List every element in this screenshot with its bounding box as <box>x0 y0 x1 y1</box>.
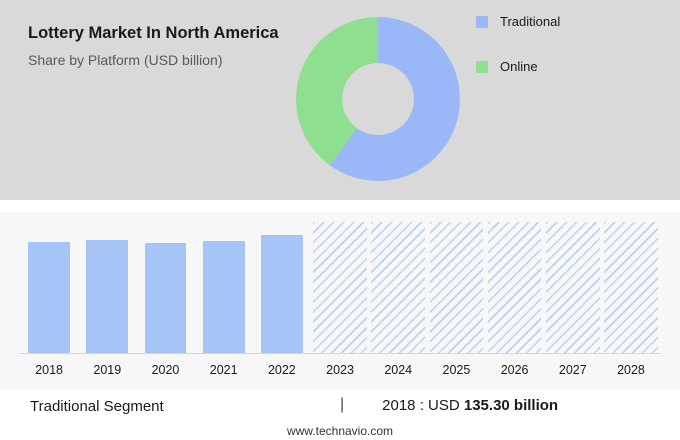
footer: Traditional Segment | 2018 : USD 135.30 … <box>0 390 680 440</box>
legend-label: Traditional <box>500 14 561 29</box>
hero-section: Lottery Market In North America Share by… <box>0 0 680 200</box>
bar-column <box>311 222 369 353</box>
bar-column <box>20 222 78 353</box>
bar <box>202 240 245 353</box>
value-prefix: 2018 : USD <box>382 396 464 414</box>
x-tick-label: 2027 <box>558 363 587 377</box>
bar-plot <box>20 222 660 354</box>
forecast-hatch <box>604 222 658 353</box>
bar-column <box>544 222 602 353</box>
legend-label: Online <box>500 59 538 74</box>
x-tick-label: 2021 <box>209 363 238 377</box>
bar-column <box>486 222 544 353</box>
legend-item-traditional: Traditional <box>476 14 560 29</box>
x-tick-label: 2020 <box>151 363 180 377</box>
legend: Traditional Online <box>476 14 560 74</box>
bar-column <box>427 222 485 353</box>
page-subtitle: Share by Platform (USD billion) <box>28 52 223 68</box>
legend-item-online: Online <box>476 59 560 74</box>
bar <box>260 235 303 353</box>
bar-column <box>78 222 136 353</box>
bar <box>86 239 129 353</box>
bar-column <box>195 222 253 353</box>
x-tick-label: 2028 <box>617 363 645 377</box>
bar-column <box>602 222 660 353</box>
value-bold: 135.30 billion <box>463 396 559 414</box>
x-tick-label: 2023 <box>326 363 354 377</box>
donut-chart <box>296 17 460 181</box>
forecast-hatch <box>371 222 425 353</box>
x-tick-label: 2024 <box>384 363 413 377</box>
x-axis: 2018 2019 2020 2021 2022 2023 2024 2025 2026 2027… <box>20 354 660 377</box>
forecast-hatch <box>313 222 367 353</box>
x-tick-label: 2019 <box>93 363 122 377</box>
forecast-hatch <box>429 222 484 353</box>
segment-label: Traditional Segment <box>30 398 164 415</box>
bar-column <box>369 222 427 353</box>
donut-hole <box>342 63 414 135</box>
forecast-hatch <box>487 222 542 353</box>
x-tick-label: 2018 <box>35 363 63 377</box>
bar <box>144 243 187 353</box>
separator: | <box>340 396 345 413</box>
bar <box>28 242 71 353</box>
x-tick-label: 2022 <box>267 363 296 377</box>
bar-column <box>136 222 194 353</box>
x-tick-label: 2025 <box>442 363 471 377</box>
legend-swatch-online-icon <box>476 60 488 73</box>
bar-column <box>253 222 311 353</box>
section-divider <box>0 200 680 212</box>
forecast-hatch <box>546 222 600 353</box>
footer-value: 2018 : USD 135.30 billion <box>382 397 558 414</box>
x-tick-label: 2026 <box>500 363 529 377</box>
legend-swatch-traditional-icon <box>476 15 488 28</box>
website-link[interactable]: www.technavio.com <box>286 424 394 438</box>
bar-chart-section: 2018 2019 2020 2021 2022 2023 2024 2025 2026 2027… <box>0 212 680 390</box>
footer-value-group: | 2018 : USD 135.30 billion <box>340 396 558 414</box>
page-title: Lottery Market In North America <box>28 24 279 42</box>
